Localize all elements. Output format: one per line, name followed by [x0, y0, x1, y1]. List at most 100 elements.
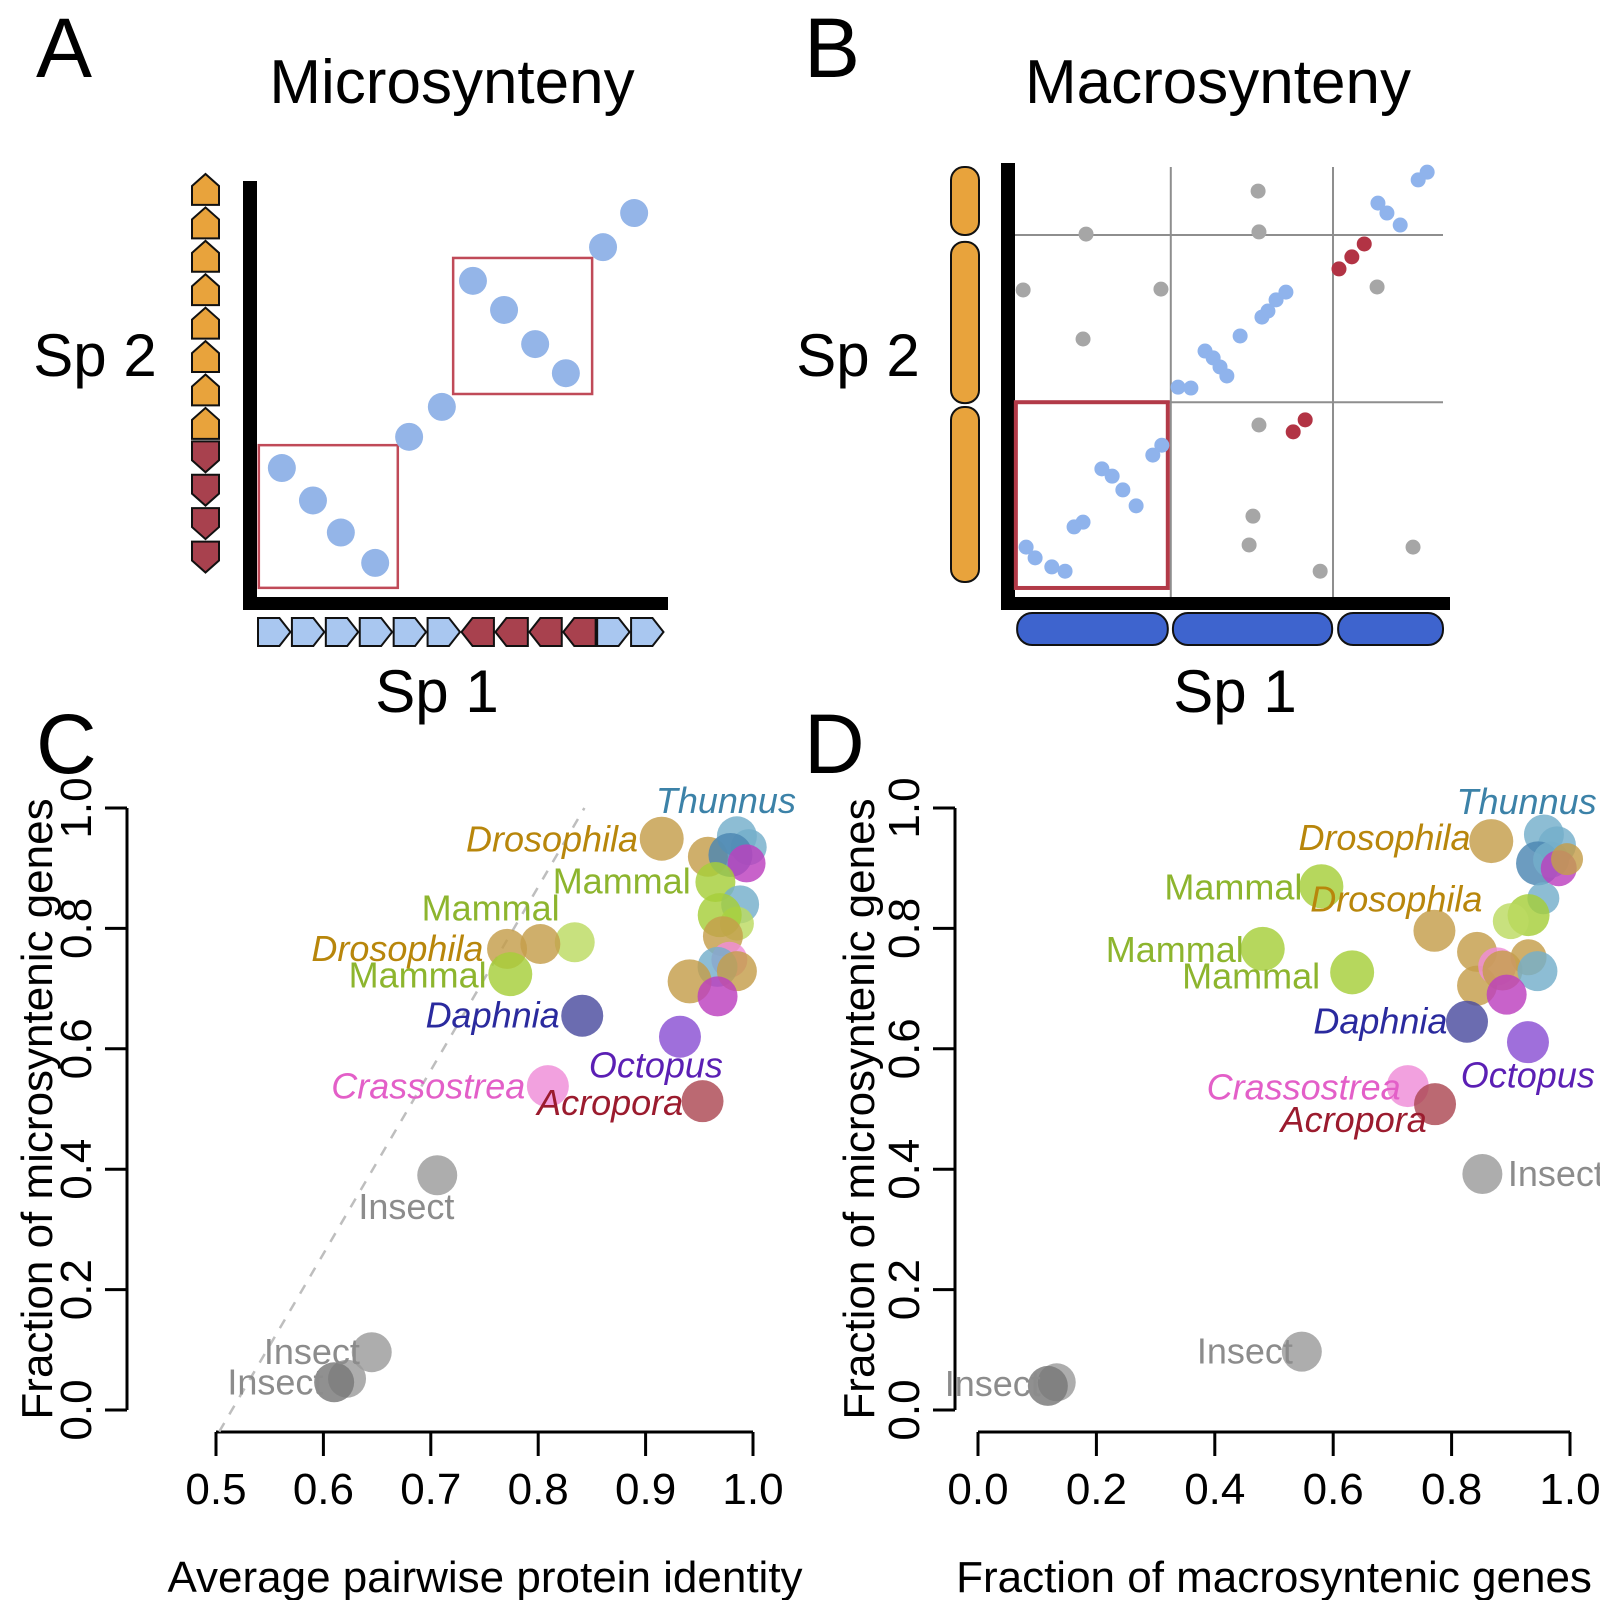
dotplot-dot-gray: [1075, 331, 1091, 347]
dotplot-dot-blue: [1379, 205, 1395, 221]
panel-c-data-point: [727, 844, 766, 883]
panel-d-species-label: Mammal: [1106, 929, 1244, 970]
dotplot-dot-gray: [1078, 226, 1094, 242]
panel-c-x-tick-label: 0.8: [508, 1465, 569, 1514]
gene-arrow-sp1: [324, 617, 360, 647]
panel-d-x-tick-label: 0.4: [1184, 1465, 1245, 1514]
panel-c-species-label: Mammal: [349, 954, 487, 995]
panel-c-x-tick-label: 0.9: [615, 1465, 676, 1514]
panel-a-y-species: Sp 2: [33, 322, 157, 389]
dotplot-dot-gray: [1405, 539, 1421, 555]
dotplot-dot-gray: [1251, 224, 1267, 240]
panel-d-species-label: Drosophila: [1310, 879, 1482, 920]
panel-c-species-label: Octopus: [589, 1045, 723, 1086]
panel-b-x-axis-bar: [1001, 597, 1450, 610]
dotplot-dot-blue: [1044, 559, 1060, 575]
gene-arrow-sp2: [191, 172, 220, 206]
ortholog-dot: [589, 233, 618, 262]
synteny-block-box: [257, 443, 400, 590]
gene-arrow-sp2: [191, 339, 220, 373]
dotplot-dot-red: [1285, 424, 1301, 440]
panel-d-y-tick-label: 0.2: [880, 1259, 929, 1320]
ortholog-dot: [620, 199, 649, 228]
panel-c-x-tick-label: 0.6: [293, 1465, 354, 1514]
gene-arrow-sp1: [494, 617, 529, 647]
dotplot-dot-blue: [1170, 379, 1186, 395]
chromosome-sp1: [1337, 612, 1445, 646]
dotplot-dot-gray: [1153, 281, 1169, 297]
gene-arrow-sp2: [191, 306, 220, 340]
gene-arrow-sp1: [460, 617, 495, 647]
panel-d-y-tick-label: 0.0: [880, 1379, 929, 1440]
dotplot-dot-gray: [1369, 279, 1385, 295]
panel-d-species-label: Mammal: [1182, 956, 1320, 997]
panel-d-data-point: [1240, 926, 1285, 971]
gene-arrow-sp2: [191, 473, 220, 508]
ortholog-dot: [490, 295, 519, 324]
panel-c-species-label: Insect: [227, 1361, 323, 1402]
panel-d-letter: D: [804, 697, 865, 791]
panel-c-species-label: Daphnia: [426, 995, 560, 1036]
panel-b-y-species: Sp 2: [796, 322, 920, 389]
panel-d-y-tick-label: 1.0: [880, 777, 929, 838]
panel-c-data-point: [561, 994, 604, 1037]
gene-arrow-sp1: [290, 617, 326, 647]
gene-arrow-sp2: [191, 239, 220, 273]
panel-c-y-tick-label: 0.6: [52, 1018, 101, 1079]
panel-c-species-label: Mammal: [553, 860, 691, 901]
gene-arrow-sp1: [630, 617, 665, 647]
ortholog-dot: [551, 359, 580, 388]
dotplot-dot-gray: [1015, 282, 1031, 298]
panel-a-title: Microsynteny: [269, 48, 635, 117]
panel-c-y-tick-label: 1.0: [52, 777, 101, 838]
gene-arrow-sp2: [191, 373, 220, 407]
dotplot-dot-blue: [1232, 328, 1248, 344]
panel-d-data-point: [1413, 909, 1456, 952]
gene-arrow-sp1: [528, 617, 563, 647]
panel-d-data-point: [1506, 1021, 1549, 1064]
dotplot-dot-blue: [1027, 550, 1043, 566]
ortholog-dot: [521, 330, 550, 359]
panel-d-data-point: [1299, 864, 1344, 909]
dotplot-dot-blue: [1057, 563, 1073, 579]
ortholog-dot: [298, 486, 327, 515]
gene-arrow-sp2: [191, 406, 220, 440]
dotplot-dot-blue: [1075, 514, 1091, 530]
panel-d-data-point: [1281, 1331, 1322, 1372]
panel-c-data-point: [681, 1080, 724, 1123]
dotplot-dot-blue: [1370, 195, 1386, 211]
panel-d-x-axis-title: Fraction of macrosyntenic genes: [956, 1553, 1592, 1600]
dotplot-dot-blue: [1278, 284, 1294, 300]
ortholog-dot: [361, 548, 390, 577]
gene-arrow-sp2: [191, 507, 220, 541]
panel-c-species-label: Insect: [264, 1331, 360, 1372]
panel-d-species-label: Octopus: [1461, 1054, 1595, 1095]
panel-d-x-tick-label: 0.6: [1303, 1465, 1364, 1514]
dotplot-dot-blue: [1392, 217, 1408, 233]
dotplot-dot-blue: [1219, 368, 1235, 384]
panel-c-species-label: Crassostrea: [331, 1066, 525, 1107]
dotplot-dot-blue: [1128, 498, 1144, 514]
panel-c-x-tick-label: 0.7: [400, 1465, 461, 1514]
chromosome-sp2: [950, 166, 980, 236]
gene-arrow-sp1: [426, 617, 462, 647]
panel-d-species-label: Thunnus: [1457, 781, 1597, 822]
panel-b-letter: B: [804, 1, 861, 95]
panel-c-y-tick-label: 0.0: [52, 1379, 101, 1440]
panel-a-x-species: Sp 1: [375, 658, 499, 725]
gene-arrow-sp1: [257, 617, 292, 647]
panel-c-species-label: Acropora: [535, 1082, 683, 1123]
dotplot-dot-gray: [1245, 508, 1261, 524]
dotplot-dot-blue: [1115, 482, 1131, 498]
dotplot-dot-blue: [1419, 164, 1435, 180]
panel-d-species-label: Acropora: [1279, 1099, 1427, 1140]
panel-d-data-point: [1486, 974, 1527, 1015]
gene-arrow-sp2: [191, 272, 220, 307]
ortholog-dot: [395, 422, 424, 451]
macrosynteny-block-box: [1013, 400, 1170, 590]
gene-arrow-sp2: [191, 440, 220, 474]
gene-arrow-sp1: [392, 617, 428, 647]
panel-d-species-label: Insect: [1508, 1153, 1600, 1194]
panel-c-x-tick-label: 1.0: [722, 1465, 783, 1514]
